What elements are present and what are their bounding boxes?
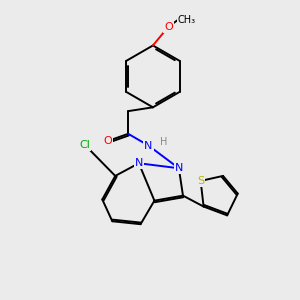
Text: S: S: [197, 176, 204, 186]
Text: H: H: [160, 137, 168, 147]
Text: Cl: Cl: [79, 140, 90, 150]
Text: O: O: [103, 136, 112, 146]
Text: N: N: [175, 163, 183, 173]
Text: N: N: [135, 158, 143, 168]
Text: CH₃: CH₃: [178, 15, 196, 25]
Text: N: N: [144, 141, 153, 151]
Text: O: O: [164, 22, 172, 32]
